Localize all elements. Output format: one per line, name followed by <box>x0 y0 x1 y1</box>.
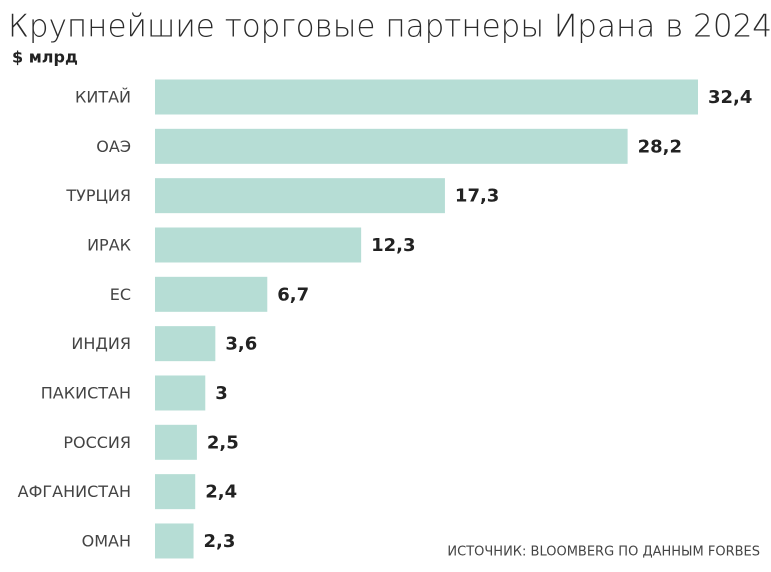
bar <box>155 178 445 214</box>
bar <box>155 326 216 362</box>
value-label: 28,2 <box>638 136 682 157</box>
bar <box>155 276 268 312</box>
value-label: 6,7 <box>277 284 309 305</box>
value-label: 3 <box>215 383 228 404</box>
bar <box>155 474 196 510</box>
category-label: РОССИЯ <box>63 433 131 452</box>
category-label: ЕС <box>110 285 131 304</box>
bar <box>155 424 197 460</box>
source-note: ИСТОЧНИК: BLOOMBERG ПО ДАННЫМ FORBES <box>447 545 760 560</box>
category-label: АФГАНИСТАН <box>18 482 131 501</box>
category-label: ТУРЦИЯ <box>65 186 131 205</box>
category-label: ОМАН <box>82 531 131 550</box>
bar <box>155 128 628 164</box>
value-label: 2,4 <box>205 482 237 503</box>
unit-label: $ млрд <box>12 48 78 67</box>
value-label: 12,3 <box>371 235 415 256</box>
bar <box>155 523 194 559</box>
bar <box>155 375 206 411</box>
value-label: 2,5 <box>207 432 239 453</box>
bar <box>155 227 362 263</box>
category-label: ПАКИСТАН <box>41 383 131 402</box>
category-label: ИНДИЯ <box>71 334 131 353</box>
value-label: 3,6 <box>225 334 257 355</box>
category-label: ИРАК <box>87 235 132 254</box>
category-label: КИТАЙ <box>75 88 131 107</box>
value-label: 17,3 <box>455 186 499 207</box>
value-label: 32,4 <box>708 87 752 108</box>
category-label: ОАЭ <box>96 137 131 156</box>
value-label: 2,3 <box>204 531 236 552</box>
bar <box>155 79 698 115</box>
chart-title: Крупнейшие торговые партнеры Ирана в 202… <box>8 9 771 45</box>
